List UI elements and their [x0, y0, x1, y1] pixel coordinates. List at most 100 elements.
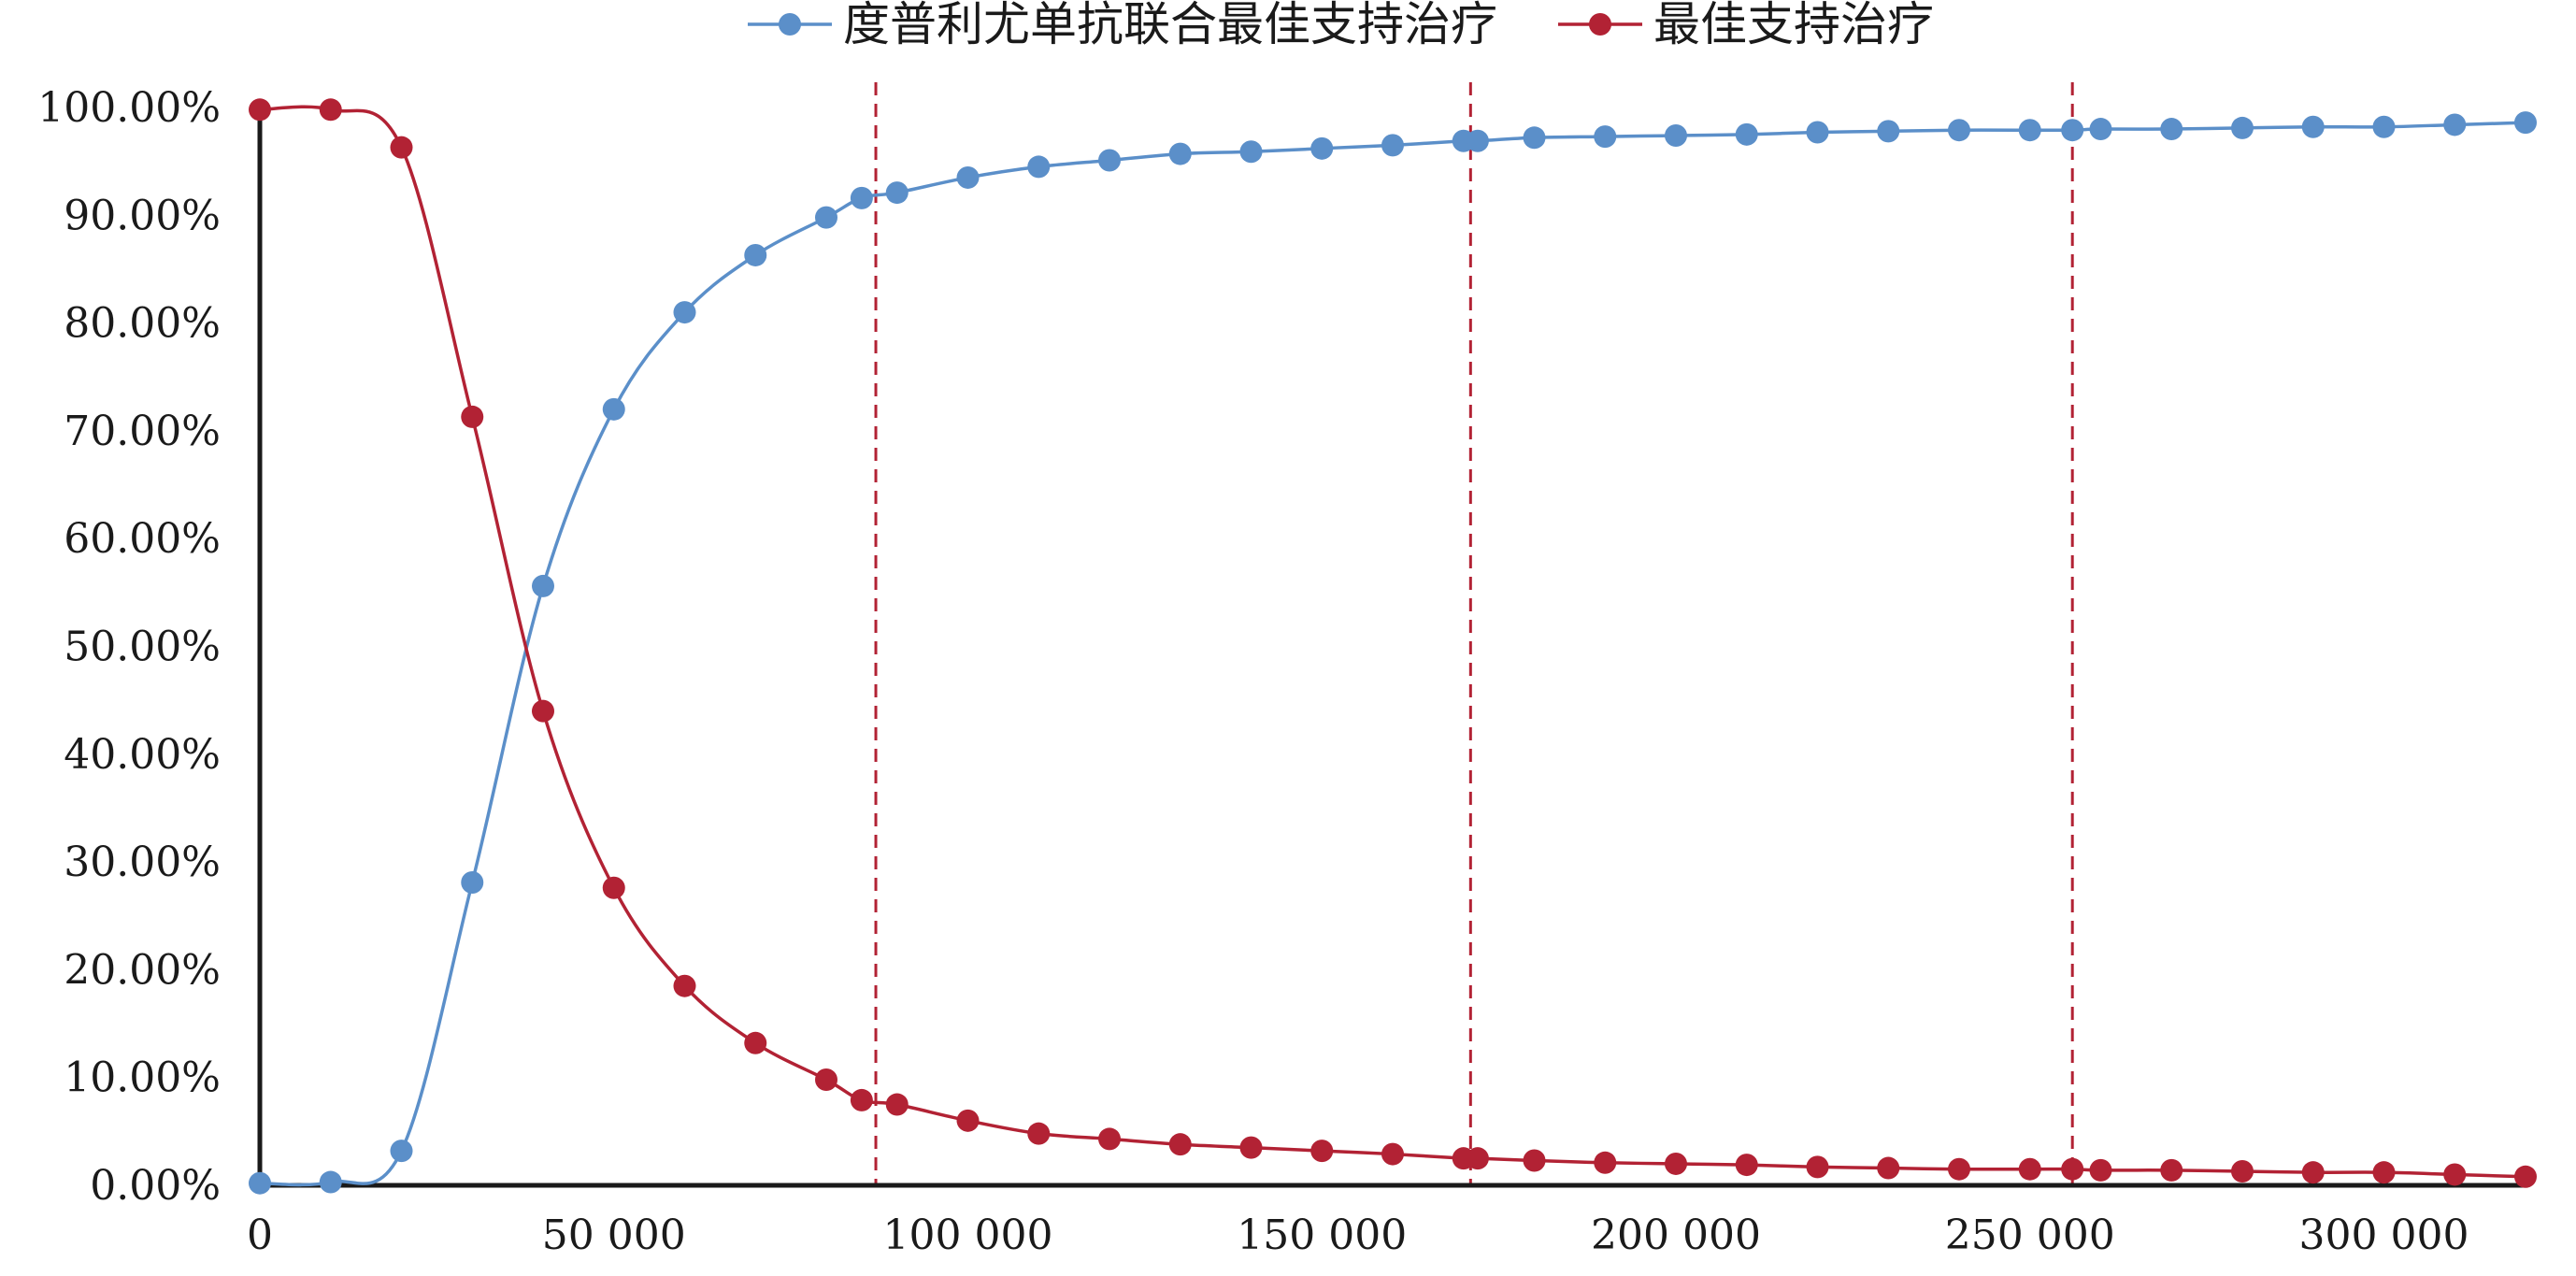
- x-tick-label: 150 000: [1237, 1211, 1407, 1259]
- x-tick-label: 50 000: [542, 1211, 686, 1259]
- data-point: [850, 186, 873, 209]
- data-point: [1523, 1149, 1546, 1172]
- data-point: [673, 301, 696, 324]
- data-point: [461, 871, 484, 895]
- data-point: [2018, 1157, 2041, 1181]
- y-tick-label: 80.00%: [64, 300, 221, 348]
- data-point: [1594, 125, 1617, 149]
- data-point: [602, 397, 625, 421]
- data-point: [2089, 118, 2112, 141]
- data-point: [390, 136, 413, 159]
- data-point: [850, 1088, 873, 1111]
- data-point: [956, 165, 980, 189]
- data-point: [885, 181, 909, 205]
- data-point: [1168, 142, 1192, 165]
- data-point: [1310, 136, 1334, 160]
- series-2: [249, 98, 2537, 1188]
- y-axis-ticks: 0.00% 10.00% 20.00% 30.00% 40.00% 50.00% 60.00…: [37, 84, 221, 1210]
- y-tick-label: 40.00%: [64, 731, 221, 779]
- data-point: [2089, 1158, 2112, 1182]
- data-point: [1806, 1155, 1829, 1179]
- data-point: [1523, 126, 1546, 150]
- data-point: [815, 206, 837, 229]
- data-point: [532, 574, 554, 597]
- data-point: [1098, 149, 1121, 172]
- legend-marker: [1589, 13, 1611, 36]
- y-tick-label: 10.00%: [64, 1054, 221, 1102]
- data-point: [1381, 1142, 1404, 1166]
- data-point: [2231, 1160, 2254, 1183]
- data-point: [1098, 1127, 1121, 1151]
- data-point: [461, 405, 484, 428]
- data-point: [1665, 123, 1687, 147]
- data-point: [2514, 1165, 2537, 1188]
- y-tick-label: 30.00%: [64, 839, 221, 886]
- data-point: [249, 98, 271, 122]
- data-point: [2443, 1163, 2467, 1186]
- data-point: [602, 876, 625, 899]
- x-axis-ticks: 0 50 000 100 000 150 000 200 000 250 000 300 0…: [247, 1211, 2469, 1259]
- data-point: [1877, 1156, 1900, 1180]
- data-point: [2301, 1161, 2325, 1184]
- data-point: [1466, 129, 1489, 152]
- data-point: [956, 1109, 980, 1132]
- chart-legend: 度普利尤单抗联合最佳支持治疗 最佳支持治疗: [748, 0, 1934, 51]
- data-point: [1168, 1133, 1192, 1156]
- data-point: [2061, 1157, 2084, 1181]
- x-tick-label: 0: [247, 1211, 273, 1259]
- data-point: [249, 1171, 271, 1195]
- data-point: [2018, 119, 2041, 142]
- legend-marker: [779, 13, 801, 36]
- data-point: [1735, 122, 1758, 146]
- data-point: [885, 1093, 909, 1116]
- data-point: [1027, 155, 1051, 179]
- y-tick-label: 70.00%: [64, 408, 221, 455]
- data-point: [1948, 119, 1970, 142]
- data-point: [1381, 134, 1404, 157]
- data-point: [2160, 118, 2183, 141]
- data-point: [2372, 115, 2396, 138]
- series-1: [249, 111, 2537, 1195]
- data-point: [1665, 1152, 1687, 1175]
- legend-item-1: 度普利尤单抗联合最佳支持治疗: [748, 0, 1497, 51]
- y-tick-label: 100.00%: [37, 84, 221, 132]
- data-point: [2061, 119, 2084, 142]
- legend-label: 度普利尤单抗联合最佳支持治疗: [843, 0, 1497, 51]
- data-point: [532, 699, 554, 723]
- x-tick-label: 250 000: [1945, 1211, 2115, 1259]
- chart-axes: [257, 100, 2526, 1188]
- data-point: [815, 1068, 837, 1092]
- data-point: [1310, 1140, 1334, 1163]
- series-line: [259, 105, 2526, 1179]
- data-point: [2301, 115, 2325, 138]
- data-point: [1877, 120, 1900, 143]
- data-point: [390, 1140, 413, 1163]
- data-point: [744, 1031, 767, 1054]
- x-tick-label: 300 000: [2299, 1211, 2469, 1259]
- reference-lines: [874, 82, 2074, 1185]
- data-point: [2231, 116, 2254, 139]
- y-tick-label: 20.00%: [64, 946, 221, 994]
- x-tick-label: 200 000: [1591, 1211, 1761, 1259]
- data-point: [1806, 121, 1829, 144]
- data-point: [1594, 1151, 1617, 1174]
- data-point: [2160, 1158, 2183, 1182]
- x-tick-label: 100 000: [883, 1211, 1053, 1259]
- data-point: [744, 243, 767, 266]
- data-point: [1735, 1154, 1758, 1177]
- y-tick-label: 0.00%: [90, 1162, 221, 1210]
- y-tick-label: 50.00%: [64, 624, 221, 671]
- data-point: [1466, 1147, 1489, 1170]
- data-point: [2514, 111, 2537, 135]
- data-point: [1948, 1157, 1970, 1181]
- series-line: [259, 121, 2526, 1187]
- legend-item-2: 最佳支持治疗: [1558, 0, 1934, 51]
- data-point: [319, 98, 342, 122]
- chart-series: [249, 98, 2537, 1195]
- data-point: [2372, 1161, 2396, 1184]
- data-point: [319, 1170, 342, 1194]
- data-point: [1239, 1136, 1263, 1159]
- data-point: [1239, 140, 1263, 164]
- data-point: [673, 974, 696, 997]
- data-point: [2443, 113, 2467, 136]
